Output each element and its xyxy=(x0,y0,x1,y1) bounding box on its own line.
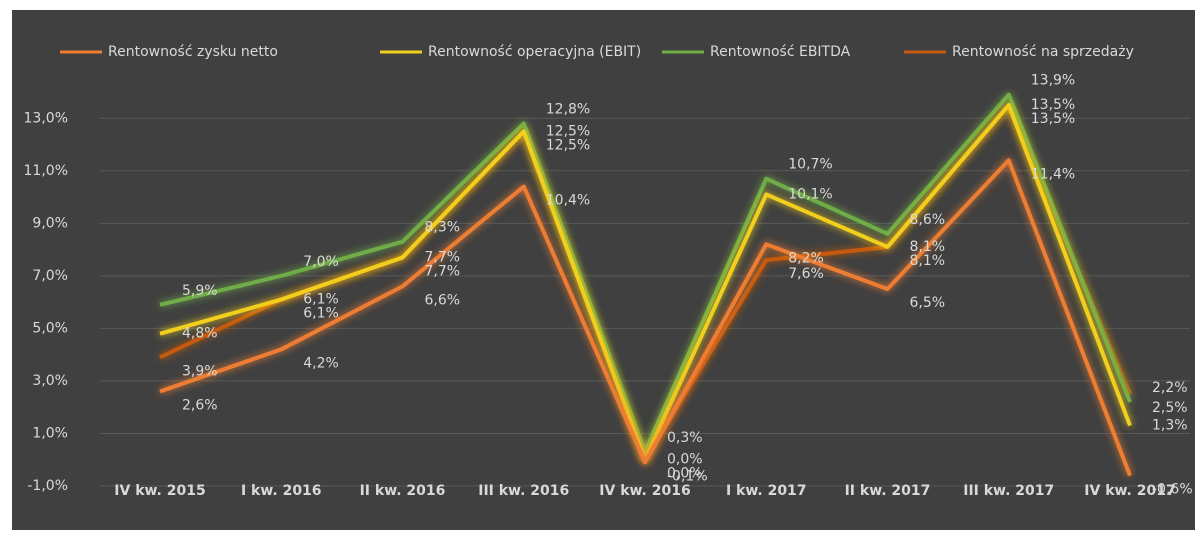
x-tick-label: IV kw. 2015 xyxy=(114,483,205,499)
data-label: 10,7% xyxy=(788,157,832,173)
data-label: 11,4% xyxy=(1031,166,1075,182)
y-tick-label: 3,0% xyxy=(32,373,68,389)
data-label: 6,6% xyxy=(425,292,461,308)
data-label: 7,0% xyxy=(303,254,339,270)
series-line xyxy=(159,92,1132,454)
data-label: 7,7% xyxy=(425,263,461,279)
y-tick-label: 11,0% xyxy=(24,163,68,179)
data-label: 0,3% xyxy=(667,430,703,446)
x-tick-label: I kw. 2017 xyxy=(726,483,807,499)
x-tick-label: IV kw. 2016 xyxy=(599,483,690,499)
x-tick-label: II kw. 2016 xyxy=(360,483,446,499)
data-label: 12,5% xyxy=(546,123,590,139)
legend-label: Rentowność na sprzedaży xyxy=(952,44,1134,60)
data-label: 13,5% xyxy=(1031,111,1075,127)
x-tick-label: IV kw. 2017 xyxy=(1084,483,1175,499)
data-label: 2,2% xyxy=(1152,380,1188,396)
data-label: 6,5% xyxy=(910,295,946,311)
series-line xyxy=(159,158,1132,477)
data-label: 12,8% xyxy=(546,102,590,118)
data-label: 4,8% xyxy=(182,326,218,342)
data-label: 6,1% xyxy=(303,292,339,308)
data-label: 2,6% xyxy=(182,397,218,413)
x-tick-label: III kw. 2017 xyxy=(963,483,1054,499)
data-label: 7,7% xyxy=(425,249,461,265)
y-tick-label: -1,0% xyxy=(27,478,68,494)
legend-label: Rentowność operacyjna (EBIT) xyxy=(428,44,641,60)
data-label: 10,1% xyxy=(788,186,832,202)
data-label: 0,0% xyxy=(667,466,703,482)
legend-label: Rentowność zysku netto xyxy=(108,44,278,60)
data-label: 0,0% xyxy=(667,452,703,468)
y-tick-label: 7,0% xyxy=(32,268,68,284)
data-label: 8,2% xyxy=(788,250,824,266)
data-label: 2,5% xyxy=(1152,400,1188,416)
data-label: 3,9% xyxy=(182,363,218,379)
data-label: 8,3% xyxy=(425,220,461,236)
data-label: 13,5% xyxy=(1031,97,1075,113)
x-tick-label: I kw. 2016 xyxy=(241,483,322,499)
data-label: 12,5% xyxy=(546,137,590,153)
data-label: 7,6% xyxy=(788,266,824,282)
y-tick-label: 13,0% xyxy=(24,110,68,126)
y-tick-label: 1,0% xyxy=(32,425,68,441)
data-label: 6,1% xyxy=(303,306,339,322)
data-label: 8,6% xyxy=(910,212,946,228)
chart-background xyxy=(12,10,1195,530)
data-label: -0,6% xyxy=(1152,481,1193,497)
data-label: 8,1% xyxy=(910,239,946,255)
data-label: 8,1% xyxy=(910,253,946,269)
data-label: -0,1% xyxy=(667,468,708,484)
data-label: 13,9% xyxy=(1031,73,1075,89)
x-tick-label: II kw. 2017 xyxy=(845,483,931,499)
y-tick-label: 5,0% xyxy=(32,320,68,336)
legend-label: Rentowność EBITDA xyxy=(710,44,851,60)
data-label: 1,3% xyxy=(1152,418,1188,434)
data-label: 10,4% xyxy=(546,193,590,209)
data-label: 5,9% xyxy=(182,283,218,299)
y-tick-label: 9,0% xyxy=(32,215,68,231)
x-tick-label: III kw. 2016 xyxy=(478,483,569,499)
data-label: 4,2% xyxy=(303,355,339,371)
